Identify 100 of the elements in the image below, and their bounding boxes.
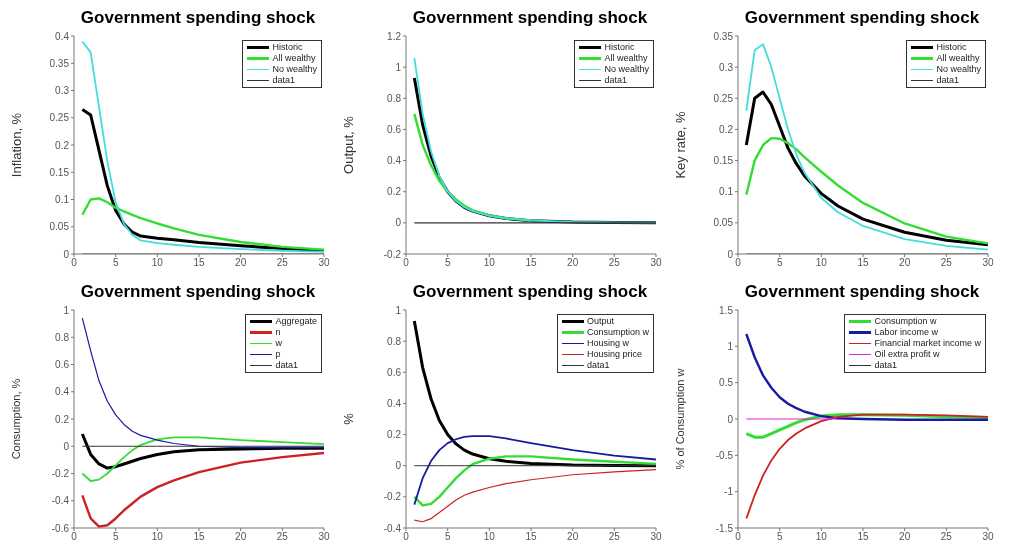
y-tick-label: 0.8 bbox=[387, 92, 402, 104]
legend-label: Historic bbox=[272, 42, 303, 53]
y-tick-label: 0 bbox=[727, 248, 734, 260]
legend-label: Consumption w bbox=[874, 316, 937, 327]
x-tick-label: 20 bbox=[235, 531, 247, 543]
legend-label: Consumption w bbox=[586, 327, 649, 338]
y-tick-label: 0.05 bbox=[713, 217, 734, 229]
legend-label: Output bbox=[586, 316, 614, 327]
x-tick-label: 10 bbox=[815, 257, 828, 269]
legend-label: Financial market income w bbox=[874, 338, 981, 349]
chart-title: Government spending shock bbox=[79, 282, 317, 303]
x-tick-label: 15 bbox=[857, 257, 869, 269]
y-tick-label: 0.4 bbox=[387, 155, 402, 167]
y-tick-label: 0 bbox=[727, 413, 734, 425]
x-tick-label: 5 bbox=[444, 257, 451, 269]
legend-label: Housing w bbox=[586, 338, 629, 349]
x-tick-label: 5 bbox=[444, 531, 451, 543]
y-tick-label: 0.1 bbox=[719, 186, 734, 198]
legend-label: Historic bbox=[936, 42, 967, 53]
y-tick-label: 1 bbox=[63, 304, 70, 316]
y-tick-label: 0.1 bbox=[55, 194, 70, 206]
y-tick-label: 0.2 bbox=[387, 186, 402, 198]
x-tick-label: 10 bbox=[483, 531, 496, 543]
x-tick-label: 30 bbox=[650, 531, 662, 543]
x-tick-label: 0 bbox=[71, 531, 78, 543]
x-tick-label: 5 bbox=[776, 531, 783, 543]
y-tick-label: 0.6 bbox=[387, 366, 402, 378]
legend-label: Aggregate bbox=[275, 316, 317, 327]
x-tick-label: 25 bbox=[940, 531, 953, 543]
legend-label: No wealthy bbox=[272, 64, 317, 75]
legend-label: Housing price bbox=[586, 349, 642, 360]
x-tick-label: 10 bbox=[815, 531, 828, 543]
y-tick-label: -0.5 bbox=[715, 449, 734, 461]
y-axis-title: Inflation, % bbox=[8, 112, 24, 178]
legend-label: No wealthy bbox=[604, 64, 649, 75]
x-tick-label: 5 bbox=[112, 531, 119, 543]
x-tick-label: 25 bbox=[940, 257, 953, 269]
y-tick-label: -0.2 bbox=[383, 248, 402, 260]
legend-label: data1 bbox=[275, 360, 298, 371]
y-axis-title: Output, % bbox=[340, 115, 356, 174]
y-tick-label: 0.2 bbox=[55, 139, 70, 151]
x-tick-label: 25 bbox=[608, 257, 621, 269]
y-tick-label: 0.25 bbox=[713, 92, 734, 104]
y-tick-label: 0.15 bbox=[49, 166, 70, 178]
x-tick-label: 20 bbox=[899, 257, 911, 269]
legend-label: data1 bbox=[874, 360, 897, 371]
y-tick-label: 1 bbox=[395, 61, 402, 73]
y-tick-label: -1.5 bbox=[715, 522, 734, 534]
chart-title: Government spending shock bbox=[411, 8, 649, 29]
y-tick-label: 1 bbox=[727, 340, 734, 352]
x-tick-label: 0 bbox=[71, 257, 78, 269]
x-tick-label: 0 bbox=[403, 257, 410, 269]
y-tick-label: 0.6 bbox=[387, 123, 402, 135]
legend-label: data1 bbox=[604, 75, 627, 86]
y-tick-label: 0.35 bbox=[713, 30, 734, 42]
x-tick-label: 0 bbox=[403, 531, 410, 543]
chart-title: Government spending shock bbox=[79, 8, 317, 29]
y-tick-label: 0 bbox=[63, 248, 70, 260]
x-tick-label: 10 bbox=[151, 531, 164, 543]
x-tick-label: 25 bbox=[608, 531, 621, 543]
y-tick-label: 0.3 bbox=[719, 61, 734, 73]
y-tick-label: 0.6 bbox=[55, 359, 70, 371]
legend-label: Historic bbox=[604, 42, 635, 53]
y-axis-title: % of Consumption w bbox=[673, 368, 686, 470]
x-tick-label: 20 bbox=[235, 257, 247, 269]
y-tick-label: 0.3 bbox=[55, 85, 70, 97]
x-tick-label: 30 bbox=[982, 531, 994, 543]
x-tick-label: 15 bbox=[525, 257, 537, 269]
y-tick-label: 1.2 bbox=[387, 30, 402, 42]
legend-label: No wealthy bbox=[936, 64, 981, 75]
legend-label: Labor income w bbox=[874, 327, 938, 338]
x-tick-label: 5 bbox=[776, 257, 783, 269]
y-tick-label: 0.2 bbox=[719, 123, 734, 135]
x-tick-label: 15 bbox=[525, 531, 537, 543]
x-tick-label: 30 bbox=[650, 257, 662, 269]
y-axis-title: % bbox=[340, 412, 356, 425]
chart-title: Government spending shock bbox=[743, 8, 981, 29]
x-tick-label: 30 bbox=[318, 531, 330, 543]
x-tick-label: 15 bbox=[857, 531, 869, 543]
chart-title: Government spending shock bbox=[411, 282, 649, 303]
legend-label: All wealthy bbox=[604, 53, 648, 64]
legend-label: data1 bbox=[586, 360, 610, 371]
x-tick-label: 30 bbox=[982, 257, 994, 269]
x-tick-label: 15 bbox=[193, 531, 205, 543]
legend-label: Oil extra profit w bbox=[874, 349, 940, 360]
x-tick-label: 0 bbox=[735, 531, 742, 543]
legend-label: data1 bbox=[936, 75, 959, 86]
y-tick-label: 0.2 bbox=[55, 413, 70, 425]
y-tick-label: 0 bbox=[395, 460, 402, 472]
legend-label: p bbox=[275, 349, 281, 360]
y-tick-label: 0.05 bbox=[49, 221, 70, 233]
legend-label: w bbox=[275, 338, 282, 349]
y-tick-label: 1 bbox=[395, 304, 402, 316]
y-tick-label: 0 bbox=[395, 217, 402, 229]
y-tick-label: -0.4 bbox=[51, 495, 70, 507]
y-tick-label: 0.8 bbox=[55, 331, 70, 343]
y-tick-label: -0.2 bbox=[383, 491, 402, 503]
y-tick-label: 0.4 bbox=[387, 397, 402, 409]
legend-label: All wealthy bbox=[272, 53, 316, 64]
legend-label: n bbox=[275, 327, 281, 338]
